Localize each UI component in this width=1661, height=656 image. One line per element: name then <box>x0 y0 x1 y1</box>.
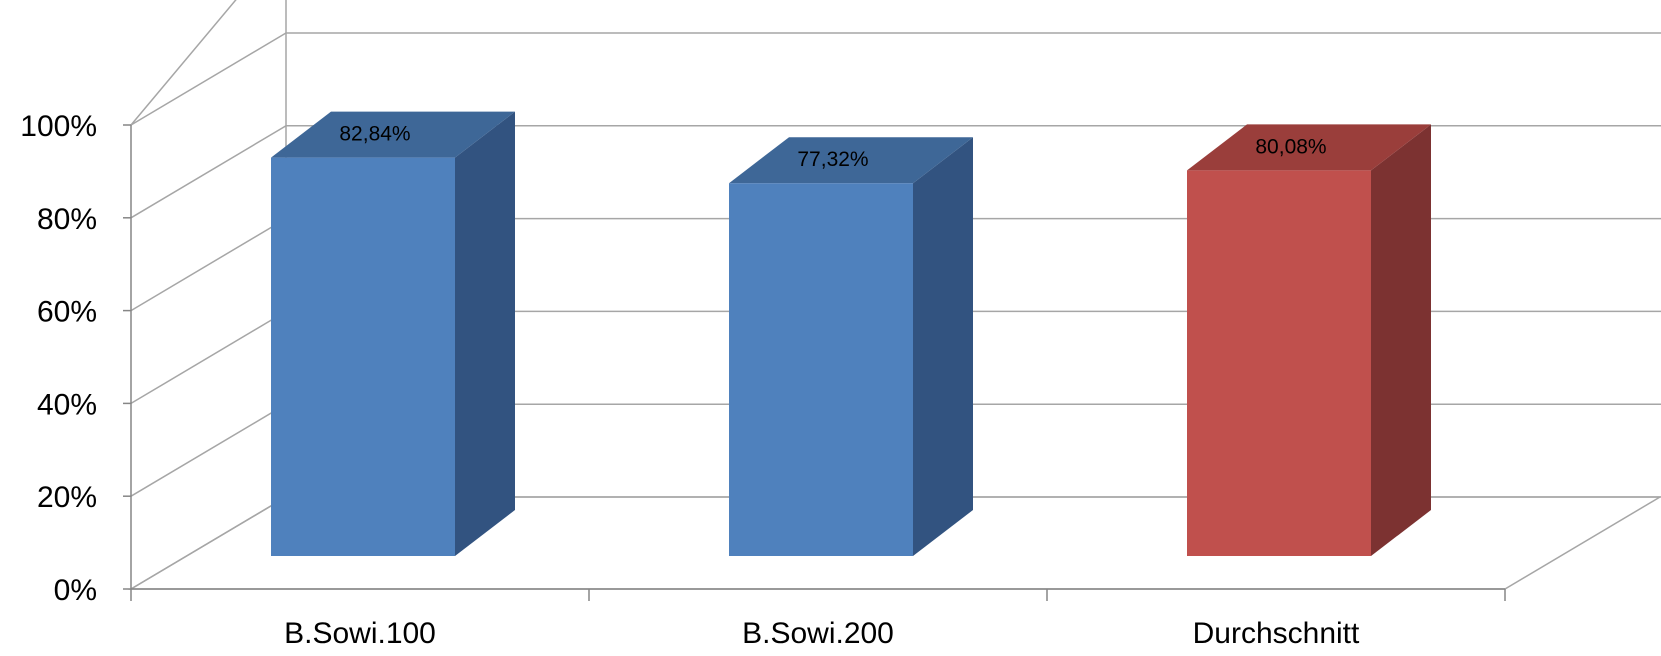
y-tick-label: 40% <box>37 388 97 421</box>
chart-walls <box>128 0 1661 590</box>
x-tick-label: B.Sowi.100 <box>284 617 436 650</box>
bar-front <box>1187 170 1371 556</box>
bar-side <box>455 111 515 556</box>
bar-side <box>1371 124 1431 556</box>
y-tick-label: 20% <box>37 481 97 514</box>
bar-2: 77,32% <box>729 137 973 556</box>
side-wall-gridline <box>130 310 287 405</box>
bar-top <box>1187 124 1431 171</box>
data-label: 82,84% <box>339 123 410 146</box>
y-tick-label: 100% <box>20 110 97 143</box>
side-wall-gridline <box>130 403 287 497</box>
bars: 82,84% 77,32% 80,08% <box>271 111 1431 556</box>
bar-3: 80,08% <box>1187 124 1431 556</box>
bar-front <box>729 183 913 556</box>
side-wall-gridline <box>130 217 287 312</box>
x-tick-label: B.Sowi.200 <box>742 617 894 650</box>
x-tick-label: Durchschnitt <box>1193 617 1360 650</box>
y-tick-label: 0% <box>54 574 97 607</box>
side-wall-gridline <box>130 32 287 126</box>
y-tick-label: 80% <box>37 203 97 236</box>
axes: 0% 20% 40% 60% 80% 100% B.Sowi.100 B.Sowi.200 Du… <box>20 110 1506 650</box>
side-wall-gridline <box>130 496 287 590</box>
bar-front <box>271 157 455 556</box>
y-tick-label: 60% <box>37 296 97 329</box>
bar-side <box>913 137 973 556</box>
bar-top <box>729 137 973 184</box>
data-label: 77,32% <box>797 148 868 171</box>
side-wall-gridline <box>130 125 287 219</box>
bar-1: 82,84% <box>271 111 515 556</box>
side-wall-top-edge <box>130 0 237 126</box>
bar-top <box>271 111 515 158</box>
data-label: 80,08% <box>1255 135 1326 158</box>
